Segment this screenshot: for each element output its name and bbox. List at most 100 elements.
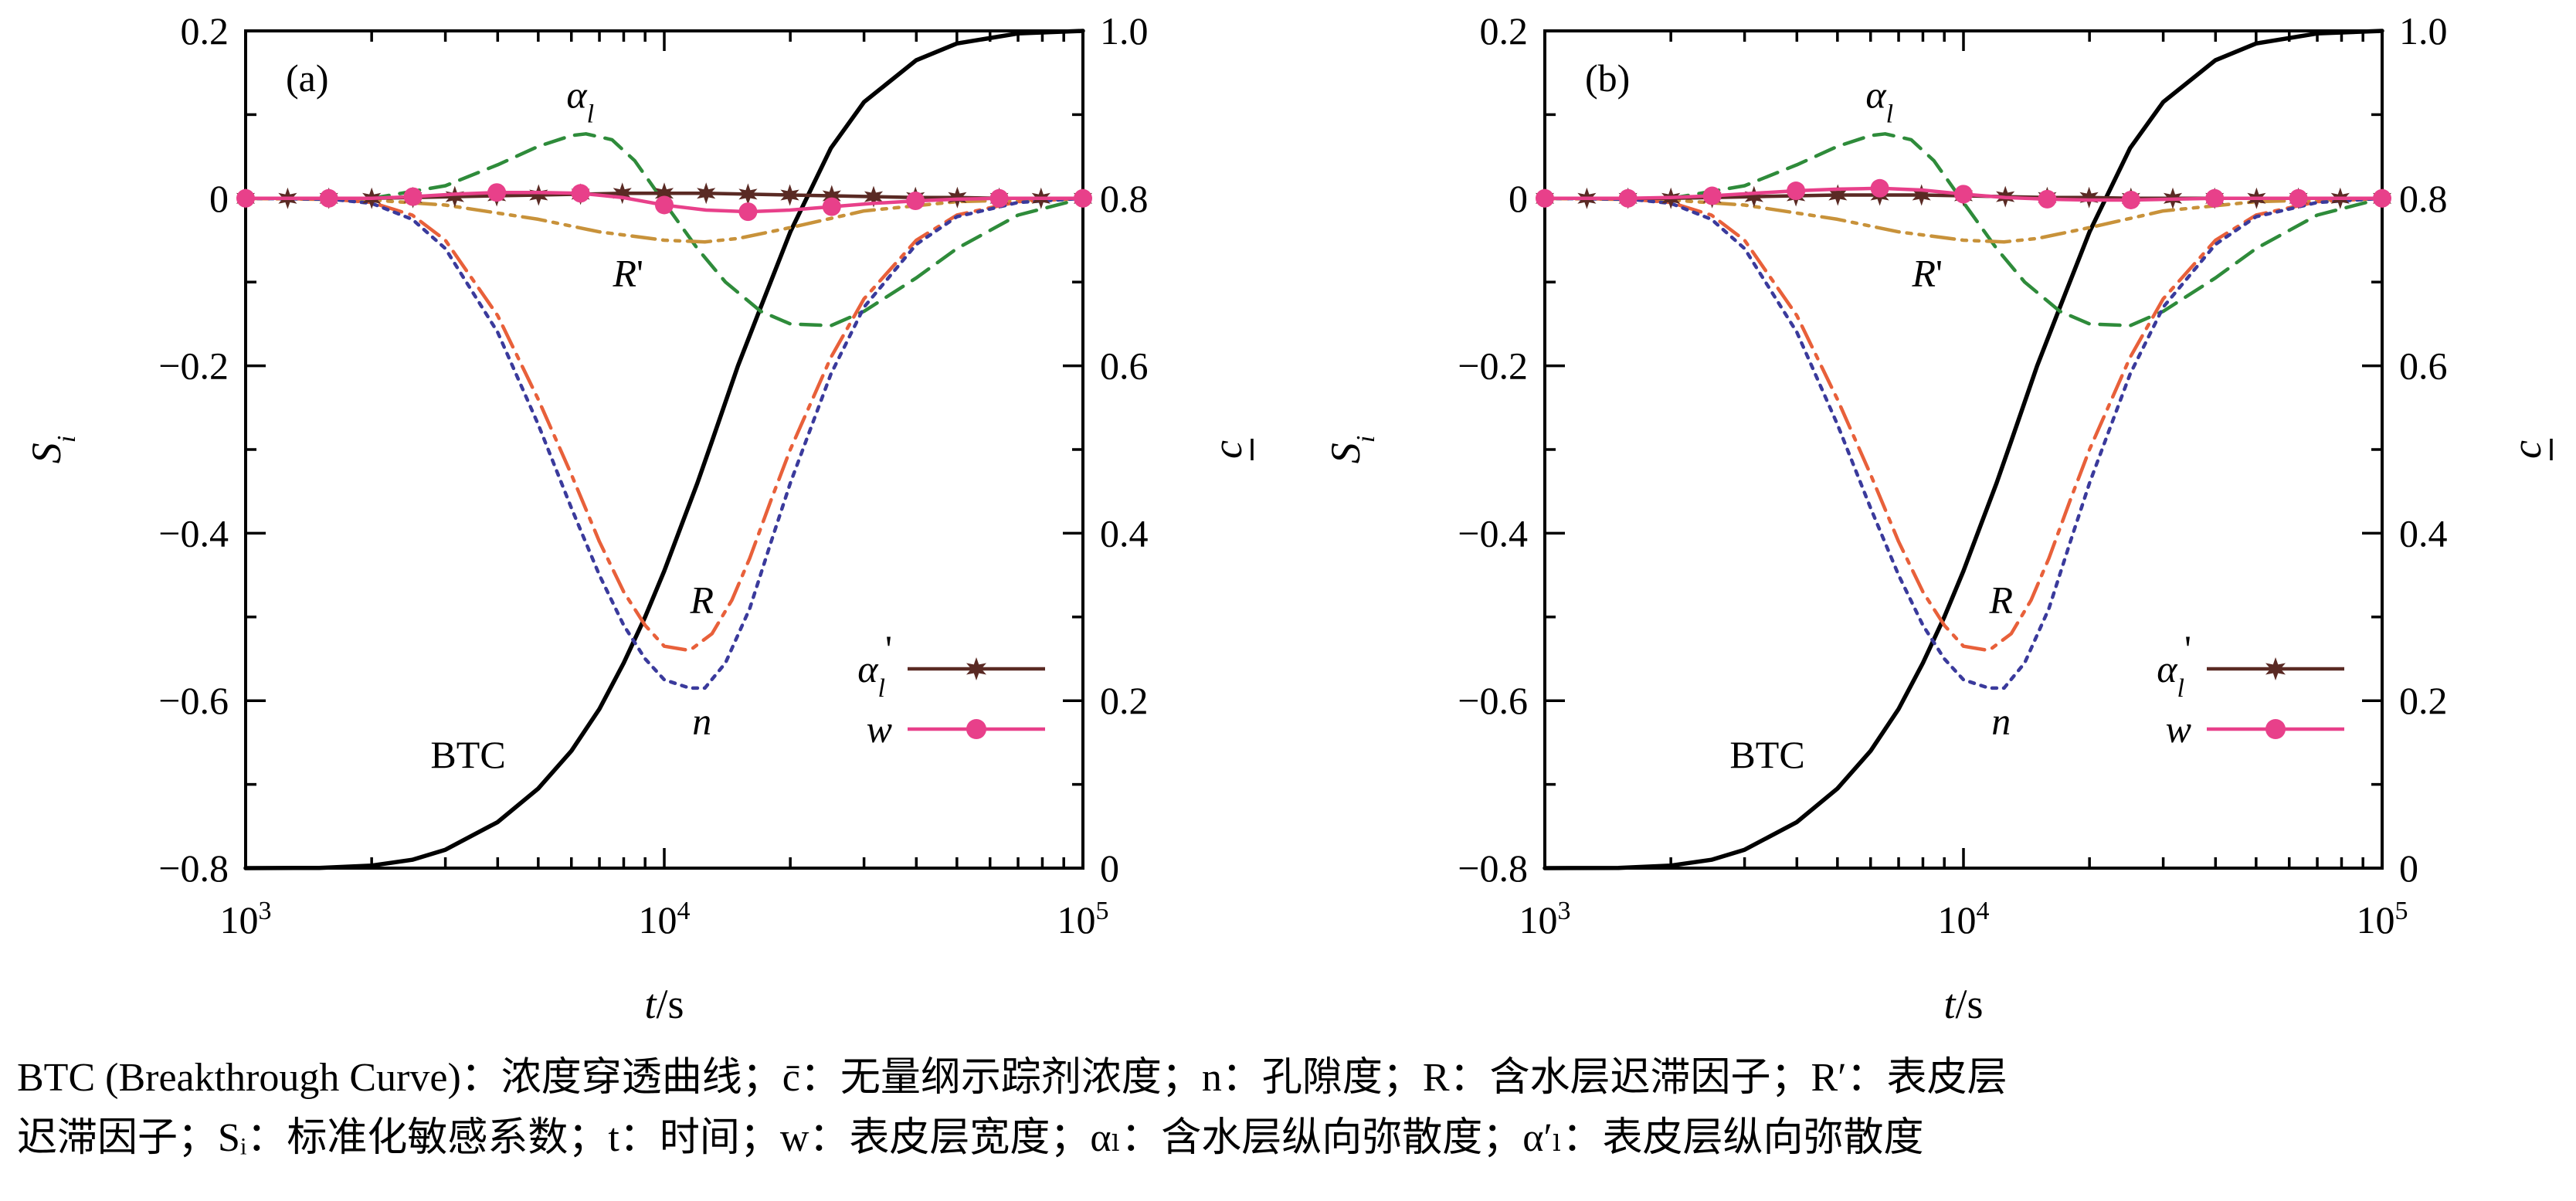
y-tick-label: 0.2 (1480, 9, 1529, 53)
caption-line-2: 迟滞因子；Sᵢ：标准化敏感系数；t：时间；w：表皮层宽度；αₗ：含水层纵向弥散度… (17, 1116, 1924, 1160)
circle-marker (906, 192, 925, 211)
legend-label: αl' (2157, 627, 2191, 703)
x-tick-label: 104 (1938, 897, 1990, 942)
series-line-1 (1543, 132, 2384, 327)
caption-line-1: BTC (Breakthrough Curve)：浓度穿透曲线；c̄：无量纲示踪… (17, 1056, 2008, 1100)
legend-circle-marker (2265, 719, 2286, 739)
series-line-3 (243, 196, 1085, 653)
x-tick-label: 105 (1057, 897, 1109, 942)
y2-tick-label: 1.0 (1100, 9, 1149, 53)
y-axis-title: Si (1322, 436, 1380, 463)
x-tick-label: 103 (1519, 897, 1571, 942)
series-line-2 (243, 196, 1085, 244)
series-line-0 (243, 29, 1085, 870)
series-line-4 (243, 196, 1085, 690)
legend-star-marker (966, 657, 986, 680)
y2-tick-label: 0.6 (1100, 344, 1149, 388)
star-marker (1912, 184, 1931, 206)
curve-annotation: R' (1912, 252, 1943, 295)
legend-label: w (867, 707, 892, 751)
y2-tick-label: 0.2 (1100, 679, 1149, 722)
x-tick-label: 103 (220, 897, 272, 942)
y-tick-label: 0.2 (181, 9, 229, 53)
star-marker (445, 185, 464, 208)
star-marker (697, 182, 716, 205)
y2-axis-title: c (2503, 440, 2550, 459)
star-marker (822, 185, 841, 207)
circle-marker (1787, 182, 1806, 201)
circle-marker (236, 188, 255, 208)
x-axis-title: t/s (644, 981, 684, 1019)
circle-marker (1954, 185, 1973, 204)
star-marker (738, 183, 758, 205)
series-line-3 (1543, 196, 2384, 653)
panel-label: (b) (1585, 56, 1630, 100)
circle-marker (822, 197, 841, 216)
circle-marker (2373, 188, 2391, 208)
y-tick-label: −0.4 (1458, 511, 1528, 555)
curve-annotation: αl (1865, 73, 1893, 129)
circle-marker (487, 183, 507, 202)
y-tick-label: −0.2 (1458, 344, 1528, 388)
panel-label: (a) (286, 56, 329, 100)
curve-annotation: n (692, 700, 711, 743)
circle-marker (738, 202, 758, 222)
circle-marker (1702, 186, 1722, 205)
curve-annotation: R' (613, 252, 644, 295)
star-marker (864, 185, 884, 208)
circle-marker (1536, 188, 1554, 208)
circle-marker (2121, 190, 2140, 209)
y-axis-title: Si (23, 436, 81, 463)
y2-tick-label: 1.0 (2399, 9, 2448, 53)
y-tick-label: −0.8 (158, 846, 229, 890)
circle-marker (2038, 189, 2057, 209)
plot-frame (244, 29, 1084, 870)
star-marker (529, 184, 548, 206)
star-marker (1744, 185, 1763, 208)
y2-tick-label: 0.8 (1100, 177, 1149, 220)
series-line-1 (243, 132, 1085, 327)
y-tick-label: −0.2 (158, 344, 229, 388)
curve-annotation: R (1988, 578, 2013, 621)
x-tick-label: 105 (2357, 897, 2408, 942)
circle-marker (403, 187, 423, 206)
circle-marker (989, 188, 1009, 208)
y-tick-label: −0.4 (158, 511, 229, 555)
series-line-0 (1543, 29, 2384, 870)
legend-label: αl' (857, 627, 892, 703)
y-tick-label: 0 (1509, 177, 1528, 220)
y2-axis-title: c (1204, 440, 1251, 459)
series-line-2 (1543, 196, 2384, 244)
legend-star-marker (2265, 657, 2286, 680)
circle-marker (1870, 178, 1889, 198)
curve-annotation: BTC (1729, 733, 1804, 776)
y2-tick-label: 0 (1100, 846, 1119, 890)
star-marker (613, 182, 632, 205)
circle-marker (2289, 188, 2308, 208)
curve-annotation: R (689, 578, 714, 621)
circle-marker (655, 195, 674, 215)
circle-marker (571, 184, 590, 203)
circle-marker (2205, 188, 2225, 208)
x-tick-label: 104 (639, 897, 691, 942)
y2-tick-label: 0.4 (2399, 511, 2448, 555)
legend-label: w (2166, 707, 2191, 751)
y-tick-label: −0.6 (1458, 679, 1528, 722)
chart-panel-1: 103 104 105 −0.8 −0.6 −0.4 −0.2 0 0.2 0 0.2 0.4 0.6 0… (23, 9, 1254, 1019)
y2-tick-label: 0.8 (2399, 177, 2448, 220)
y2-tick-label: 0.2 (2399, 679, 2448, 722)
y2-tick-label: 0.6 (2399, 344, 2448, 388)
y2-tick-label: 0.4 (1100, 511, 1149, 555)
y-tick-label: −0.8 (1458, 846, 1528, 890)
star-marker (654, 182, 674, 205)
star-marker (1828, 184, 1848, 206)
star-marker (780, 184, 799, 206)
circle-marker (1074, 188, 1092, 208)
curve-annotation: BTC (430, 733, 505, 776)
star-marker (2079, 186, 2099, 209)
y-tick-label: 0 (209, 177, 229, 220)
series-line-4 (1543, 196, 2384, 690)
y-tick-label: −0.6 (158, 679, 229, 722)
x-axis-title: t/s (1943, 981, 1983, 1019)
legend-circle-marker (966, 719, 986, 739)
